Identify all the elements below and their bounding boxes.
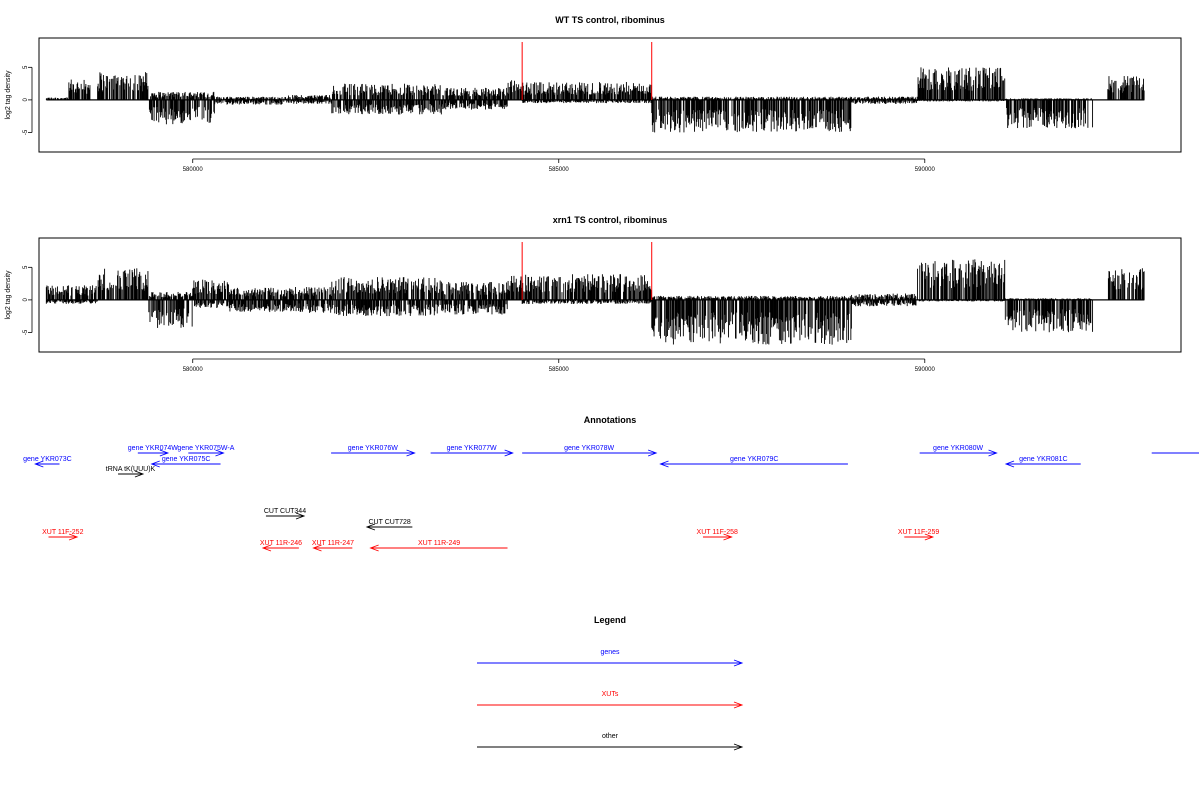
x-tick-label: 590000 — [915, 167, 936, 173]
wt-y-axis-label: log2 tag density — [5, 70, 12, 120]
xrn1-track-title: xrn1 TS control, ribominus — [553, 215, 668, 225]
xrn1-bars-group — [45, 242, 1145, 345]
xrn1-track-panel: xrn1 TS control, ribominus log2 tag dens… — [5, 215, 1182, 373]
wt-track-title: WT TS control, ribominus — [555, 15, 665, 25]
wt-track-panel: WT TS control, ribominus log2 tag densit… — [5, 15, 1182, 173]
y-tick-label: 0 — [23, 98, 29, 102]
x-tick-label: 580000 — [183, 167, 204, 173]
wt-plot-frame — [38, 37, 1182, 153]
xrn1-y-axis-label: log2 tag density — [5, 270, 12, 320]
x-tick-label: 585000 — [549, 167, 570, 173]
wt-axes-group: -5 0 5 580000 585000 590000 — [23, 65, 935, 173]
wt-bars-group — [45, 42, 1145, 133]
y-tick-label: 5 — [23, 65, 29, 69]
xrn1-plot-frame — [38, 237, 1182, 353]
y-tick-label: -5 — [23, 129, 29, 135]
